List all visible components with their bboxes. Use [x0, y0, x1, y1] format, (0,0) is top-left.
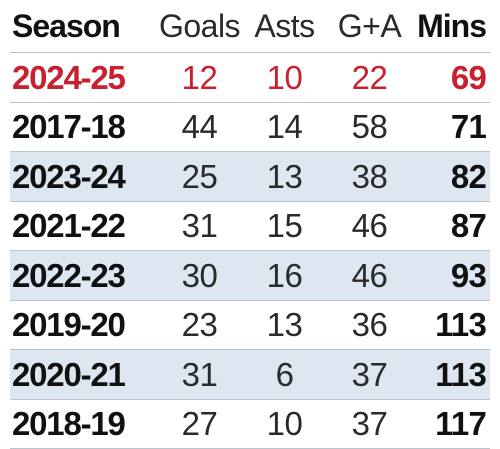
ga-cell: 38: [351, 157, 388, 195]
asts-cell: 16: [266, 256, 303, 294]
table-row: 2020-21 31 6 37 113: [10, 349, 490, 399]
table-header: Season Goals Asts G+A Mins: [10, 0, 490, 53]
header-goals: Goals: [158, 8, 241, 44]
header-asts: Asts: [254, 8, 315, 44]
asts-cell: 13: [266, 306, 303, 344]
header-season: Season: [12, 8, 121, 44]
mins-cell: 69: [450, 58, 487, 96]
header-ga: G+A: [337, 8, 402, 44]
goals-cell: 12: [181, 58, 218, 96]
table-body: 2024-25 12 10 22 69 2017-18 44 14 58 71 …: [10, 52, 490, 449]
asts-cell: 14: [266, 108, 303, 146]
goals-cell: 44: [181, 108, 218, 146]
header-row: Season Goals Asts G+A Mins: [10, 0, 490, 53]
table-row: 2024-25 12 10 22 69: [10, 52, 490, 103]
ga-cell: 37: [351, 405, 388, 443]
ga-cell: 37: [351, 355, 388, 393]
asts-cell: 10: [266, 58, 303, 96]
goals-cell: 25: [181, 157, 218, 195]
table-row: 2022-23 30 16 46 93: [10, 250, 490, 300]
asts-cell: 13: [266, 157, 303, 195]
ga-cell: 46: [351, 207, 388, 245]
header-mins: Mins: [417, 8, 487, 44]
ga-cell: 36: [351, 306, 388, 344]
season-cell: 2020-21: [12, 355, 126, 393]
goals-cell: 23: [181, 306, 218, 344]
season-cell: 2022-23: [12, 256, 126, 294]
table-row: 2017-18 44 14 58 71: [10, 102, 490, 152]
goals-cell: 30: [181, 256, 218, 294]
asts-cell: 6: [275, 355, 294, 393]
ga-cell: 46: [351, 256, 388, 294]
ga-cell: 22: [351, 58, 388, 96]
season-cell: 2021-22: [12, 207, 126, 245]
mins-cell: 113: [435, 306, 487, 344]
season-cell: 2023-24: [12, 157, 126, 195]
season-cell: 2019-20: [12, 306, 126, 344]
asts-cell: 10: [266, 405, 303, 443]
mins-cell: 82: [450, 157, 487, 195]
ga-cell: 58: [351, 108, 388, 146]
mins-cell: 87: [450, 207, 487, 245]
table-row: 2019-20 23 13 36 113: [10, 300, 490, 350]
table-row: 2018-19 27 10 37 117: [10, 399, 490, 449]
goals-cell: 31: [181, 355, 218, 393]
mins-cell: 117: [435, 405, 487, 443]
season-cell: 2017-18: [12, 108, 126, 146]
asts-cell: 15: [266, 207, 303, 245]
table-row: 2023-24 25 13 38 82: [10, 151, 490, 201]
season-stats-table: Season Goals Asts G+A Mins 2024-25 12 10…: [10, 0, 490, 449]
season-cell: 2024-25: [12, 58, 126, 96]
mins-cell: 93: [450, 256, 487, 294]
goals-cell: 27: [181, 405, 218, 443]
season-cell: 2018-19: [12, 405, 126, 443]
goals-cell: 31: [181, 207, 218, 245]
mins-cell: 113: [435, 355, 487, 393]
table-row: 2021-22 31 15 46 87: [10, 201, 490, 251]
mins-cell: 71: [450, 108, 487, 146]
